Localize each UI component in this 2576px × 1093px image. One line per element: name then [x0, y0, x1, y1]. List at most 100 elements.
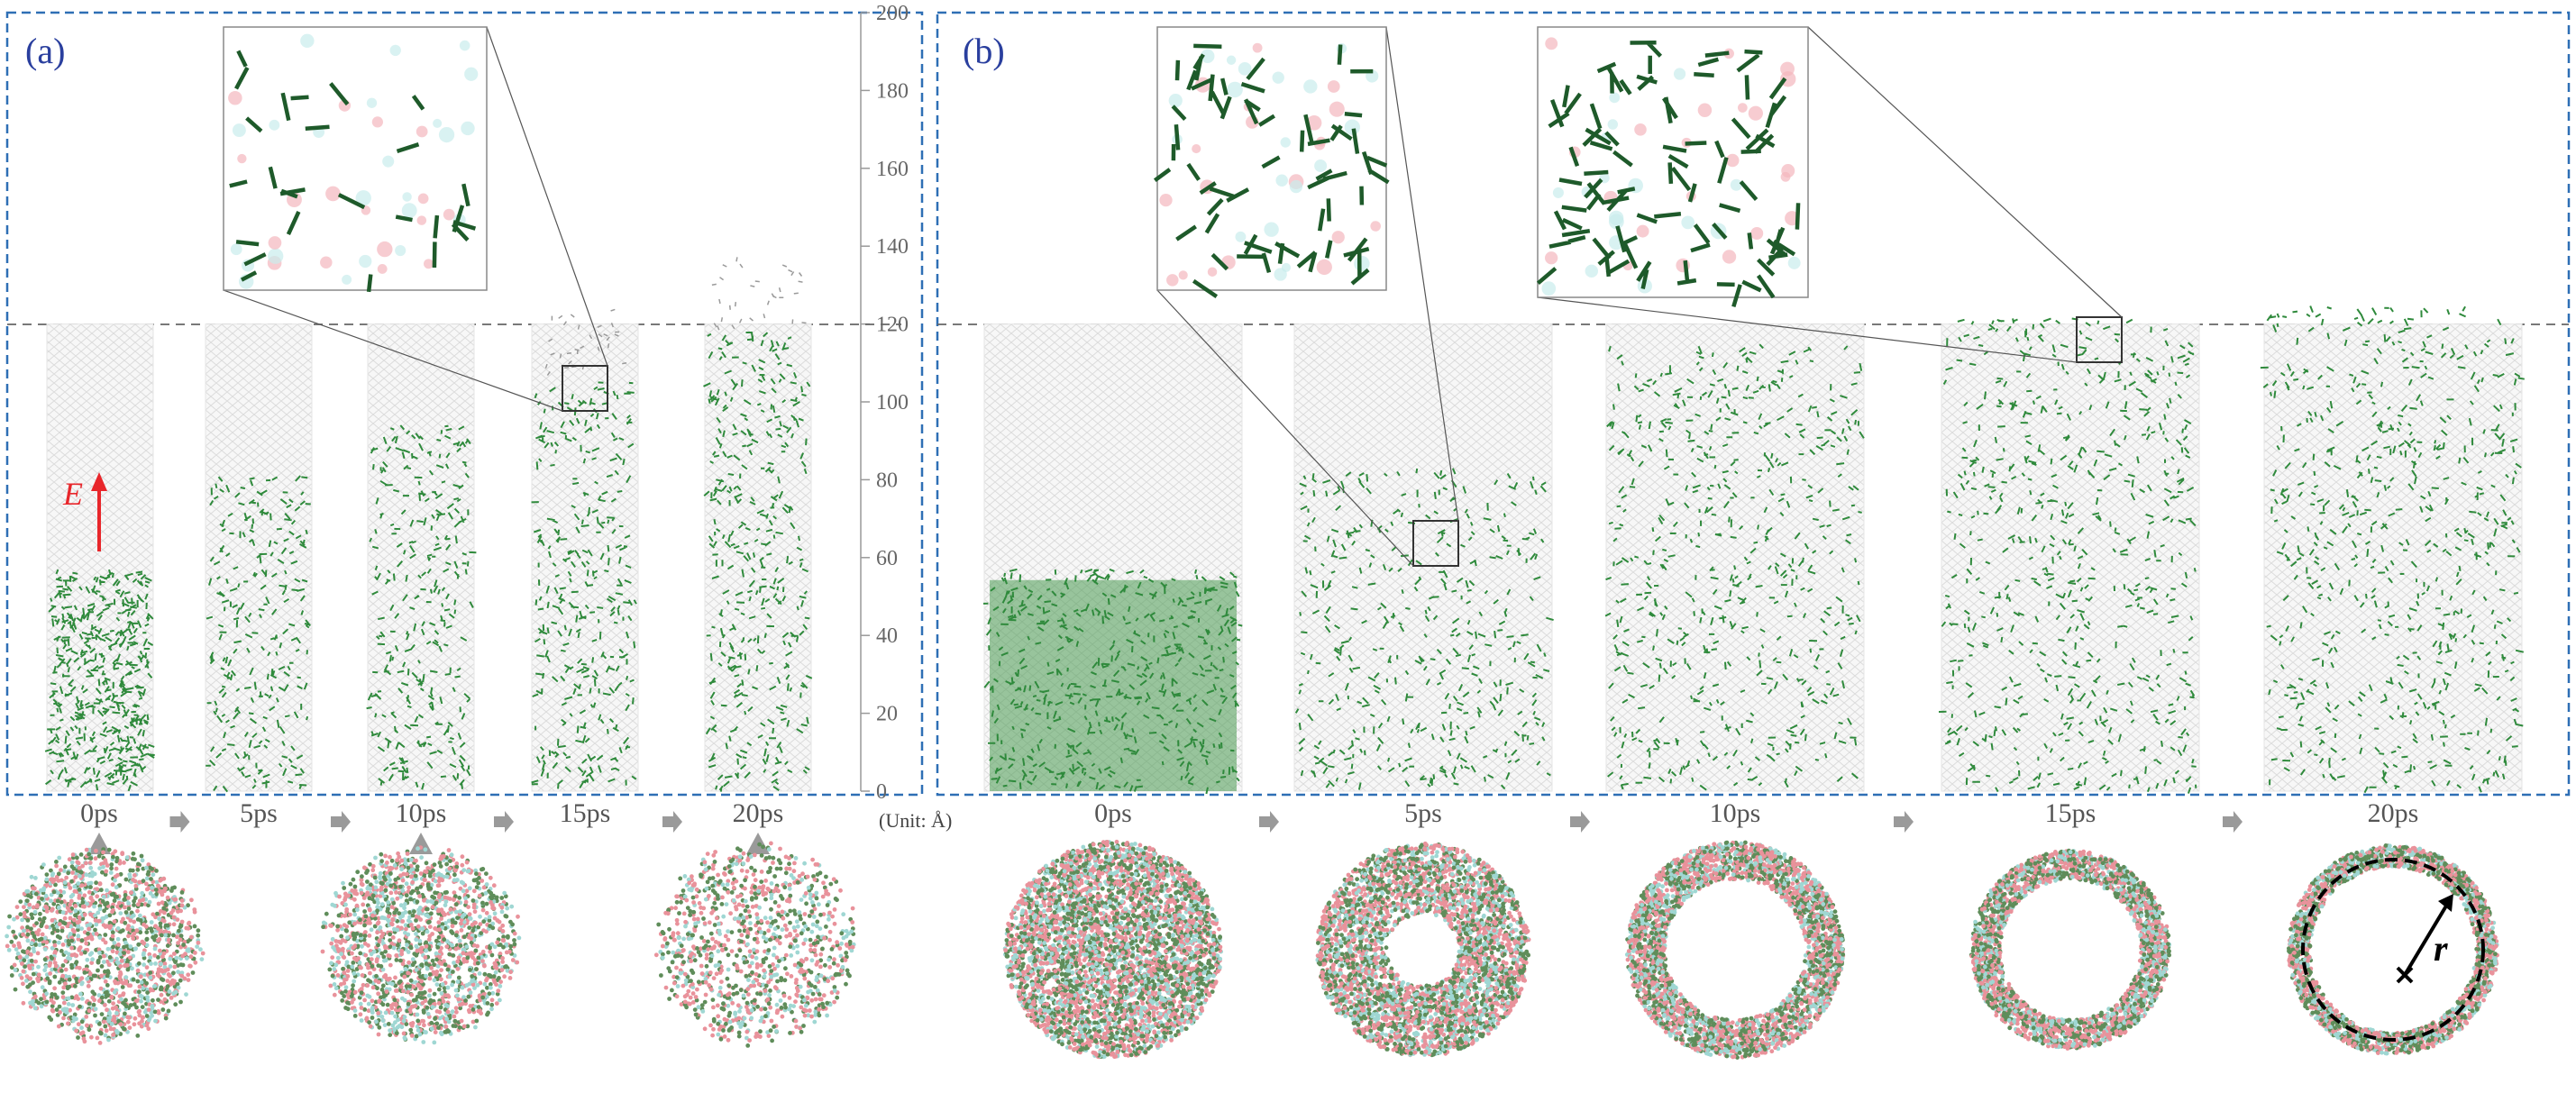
atom [1306, 115, 1322, 131]
atom [1238, 61, 1252, 76]
time-label: 20ps [2368, 798, 2419, 828]
atom [300, 33, 315, 48]
atom [1275, 174, 1288, 187]
atom [382, 155, 395, 168]
escaping-molecules [544, 308, 627, 377]
atom [1634, 123, 1647, 136]
molecules [531, 381, 637, 789]
atom [355, 190, 371, 206]
atom [1636, 224, 1649, 238]
axis-tick-label: 160 [876, 158, 909, 181]
atom [461, 121, 475, 136]
zoom-connector [1156, 289, 1414, 567]
atom [1201, 49, 1215, 64]
cross-section-view [5, 847, 206, 1045]
atom [377, 264, 388, 274]
cross-section-view [1624, 840, 1846, 1060]
zoomed-molecules [229, 50, 477, 293]
atom [1327, 80, 1340, 93]
molecules [366, 424, 477, 790]
axis-tick-label: 200 [876, 2, 909, 25]
atom [1192, 143, 1201, 154]
atom [1159, 193, 1173, 207]
escaping-molecules [711, 257, 807, 331]
atom [395, 244, 406, 257]
zoom-connector [1537, 296, 2078, 363]
radius-arrowhead [2438, 894, 2453, 912]
electric-field-arrow [91, 472, 107, 551]
simulation-column [205, 323, 313, 792]
atom [232, 123, 246, 138]
unit-label: (Unit: Å) [879, 809, 952, 832]
atom [438, 126, 455, 143]
atom [1280, 137, 1291, 148]
atom [1607, 119, 1619, 130]
zoom-target-box [1412, 520, 1459, 567]
process-arrow [662, 811, 682, 833]
radius-circle [2301, 858, 2485, 1042]
axis-tick-label: 100 [876, 391, 909, 414]
atom [342, 274, 352, 285]
atom [268, 248, 284, 264]
atom [1344, 119, 1360, 135]
atom [1178, 270, 1188, 280]
cross-section-view [1969, 848, 2172, 1051]
simulation-column [2263, 323, 2523, 792]
zoomed-molecules [1153, 43, 1390, 298]
molecules [1604, 343, 1865, 791]
cross-section-view [1002, 839, 1223, 1060]
simulation-column [367, 323, 475, 792]
atom [359, 254, 372, 269]
axis-tick-label: 140 [876, 235, 909, 259]
axis-tick-label: 180 [876, 79, 909, 103]
atom [417, 193, 429, 205]
field-label: E [62, 476, 83, 512]
zoom-inset [1537, 26, 1809, 298]
cross-section-view [320, 845, 522, 1045]
atom [237, 153, 247, 164]
process-arrow [1570, 811, 1590, 833]
atom [1750, 227, 1764, 241]
atom [443, 208, 455, 221]
atom [1552, 187, 1564, 198]
atom [1673, 68, 1686, 80]
atom [1274, 268, 1287, 281]
view-marker-icon [409, 833, 433, 854]
atom [1272, 71, 1284, 84]
panel-b-frame [936, 11, 2571, 797]
atom [269, 119, 280, 131]
axis-tick-label: 0 [876, 780, 887, 804]
panel-a-label: (a) [25, 31, 65, 71]
atom [1722, 250, 1737, 264]
zoomed-molecules [1536, 40, 1801, 308]
molecules [982, 568, 1243, 795]
atom [268, 236, 282, 250]
dense-molecule-region [990, 579, 1237, 791]
zoom-target-box [562, 365, 608, 412]
center-mark-icon [2396, 966, 2414, 984]
atom [1235, 231, 1247, 242]
simulation-column [704, 323, 812, 792]
atom [1226, 55, 1237, 65]
panel-b-label: (b) [963, 31, 1005, 71]
atom [1316, 259, 1332, 276]
atom [1370, 221, 1381, 232]
process-arrow [169, 811, 190, 833]
cross-section-view [653, 841, 856, 1048]
atom [1227, 81, 1243, 98]
atom [1545, 251, 1558, 265]
time-label: 15ps [560, 798, 611, 828]
simulation-column [1293, 323, 1553, 792]
atom [1725, 153, 1740, 168]
atom [424, 259, 434, 269]
atom [1166, 274, 1179, 287]
atom [1314, 159, 1328, 173]
cross-section-view [2287, 843, 2500, 1056]
axis-tick-label: 60 [876, 547, 898, 570]
zoom-connector [223, 289, 563, 412]
zoom-connector [1807, 26, 2123, 318]
axis-tick-label: 40 [876, 624, 898, 648]
atom [230, 243, 242, 256]
